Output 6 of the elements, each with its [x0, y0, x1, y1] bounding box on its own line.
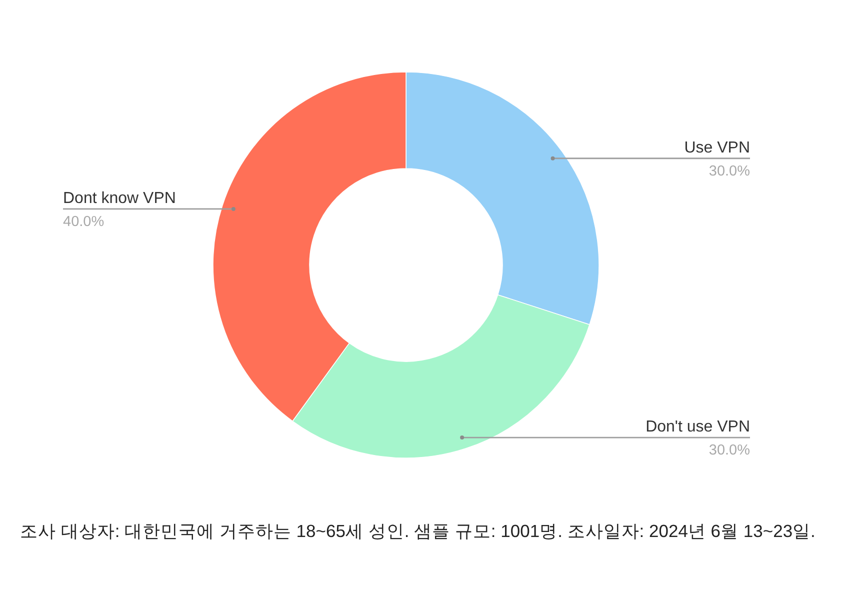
- slice-label: Dont know VPN: [63, 190, 176, 207]
- data-label: 30.0%: [708, 442, 750, 459]
- slice-label: Use VPN: [684, 139, 750, 156]
- data-label: 30.0%: [708, 163, 750, 180]
- slice-label: Don't use VPN: [646, 418, 750, 436]
- data-label: 40.0%: [63, 214, 104, 230]
